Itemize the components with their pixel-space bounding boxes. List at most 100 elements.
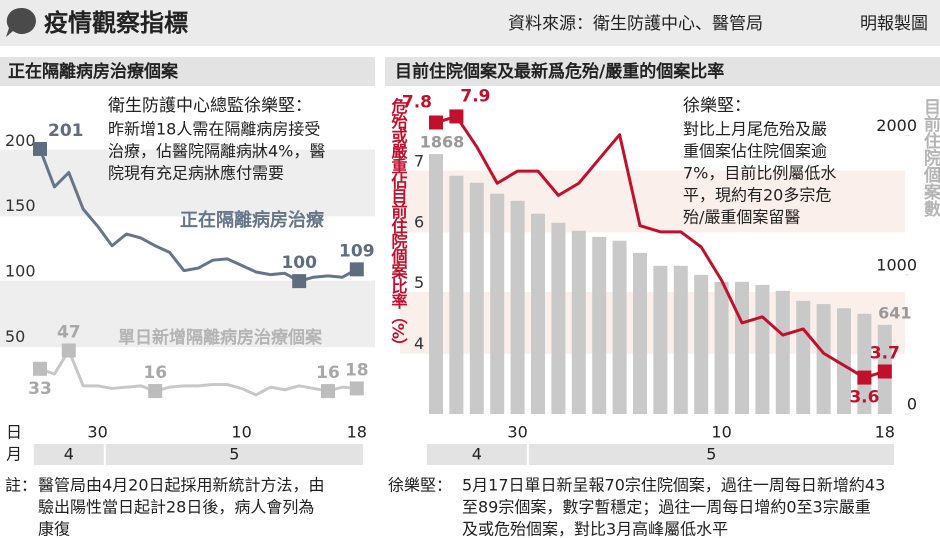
bar <box>490 193 505 414</box>
data-label: 7.9 <box>460 86 490 106</box>
bar <box>551 222 566 414</box>
marker <box>148 384 163 399</box>
series-label: 單日新增隔離病房治療個案 <box>118 327 323 348</box>
marker <box>877 364 892 379</box>
source: 資料來源：衛生防護中心、醫管局 <box>508 14 763 34</box>
bar <box>612 240 627 414</box>
data-label: 47 <box>57 322 81 342</box>
y-tick-label: 6 <box>414 212 424 231</box>
data-label: 3.6 <box>849 388 879 408</box>
annotation-line: 殆/嚴重個案留醫 <box>683 208 800 227</box>
y-tick-label: 100 <box>5 262 36 281</box>
annotation-line: 7%，目前比例屬低水 <box>683 164 836 183</box>
annotation-line: 平，現約有20多宗危 <box>683 186 831 205</box>
bar <box>714 281 729 414</box>
note-line: 康復 <box>38 520 70 538</box>
x-tick-label: 18 <box>347 423 367 442</box>
x-tick-label: 30 <box>507 423 527 442</box>
data-label: 641 <box>878 303 911 322</box>
data-label: 16 <box>316 363 340 383</box>
bar <box>531 213 545 414</box>
x-axis-label: 月 <box>6 445 22 464</box>
marker <box>349 381 364 396</box>
data-label: 1868 <box>420 133 465 152</box>
marker <box>61 343 76 358</box>
data-label: 100 <box>281 253 317 273</box>
bar <box>837 308 851 414</box>
data-label: 3.7 <box>870 343 900 363</box>
bar <box>694 274 709 414</box>
x-axis-label: 日 <box>6 423 22 442</box>
month-bar <box>528 444 894 465</box>
annotation-line: 對比上月尾危殆及嚴 <box>683 120 827 139</box>
band <box>0 150 375 216</box>
bar <box>429 154 443 414</box>
chart-title: 正在隔離病房治療個案 <box>8 61 179 82</box>
x-tick-label: 30 <box>87 423 107 442</box>
marker <box>33 361 47 376</box>
marker <box>33 141 47 156</box>
note-line: 至89宗個案，數字暫穩定；過往一周每日增約0至3宗嚴重 <box>462 498 871 517</box>
note-line: 驗出陽性當日起計28日後，病人會列為 <box>38 498 314 517</box>
y2-axis-label: 目前住院個案數 <box>920 98 940 218</box>
bar <box>857 313 872 414</box>
y2-tick-label: 1000 <box>876 255 917 274</box>
line <box>39 348 357 397</box>
bar <box>735 281 749 414</box>
data-label: 18 <box>345 360 369 380</box>
annotation-line: 重個案佔住院個案逾 <box>683 142 827 161</box>
bar <box>449 175 464 414</box>
y-tick-label: 200 <box>5 131 36 150</box>
data-label: 109 <box>339 241 375 261</box>
credit: 明報製圖 <box>860 14 928 34</box>
month-label: 5 <box>706 445 716 464</box>
note-line: 醫管局由4月20日起採用新統計方法，由 <box>38 476 325 495</box>
x-tick-label: 10 <box>231 423 251 442</box>
page-title: 疫情觀察指標 <box>44 9 188 37</box>
data-label: 33 <box>28 379 52 399</box>
y2-tick-label: 0 <box>907 395 917 414</box>
bar <box>796 300 811 414</box>
bar <box>775 290 790 414</box>
month-label: 4 <box>64 445 74 464</box>
annotation-line: 治療，佔醫院隔離病牀4%，醫 <box>108 142 325 161</box>
month-bar <box>33 444 104 465</box>
panel-header <box>385 57 940 86</box>
panel-header <box>0 57 375 86</box>
month-bar <box>105 444 364 465</box>
bar <box>571 230 586 414</box>
marker <box>429 115 443 130</box>
band <box>400 171 905 232</box>
line <box>435 114 886 380</box>
marker <box>321 384 335 399</box>
annotation-line: 院現有充足病牀應付需要 <box>108 164 284 183</box>
y-tick-label: 50 <box>5 327 25 346</box>
band <box>0 281 375 347</box>
bar <box>755 284 770 414</box>
data-label: 7.8 <box>402 93 432 113</box>
data-label: 201 <box>48 121 84 141</box>
marker <box>349 262 364 277</box>
y-axis-label: 危殆或嚴重佔目前住院個案比率（%） <box>389 97 409 353</box>
bar <box>673 265 688 414</box>
bar <box>633 252 647 414</box>
annotation-line: 昨新增18人需在隔離病房接受 <box>108 120 320 139</box>
x-tick-label: 10 <box>711 423 731 442</box>
header-bar <box>0 0 940 46</box>
bar <box>592 236 607 414</box>
chart-title: 目前住院個案及最新爲危殆/嚴重的個案比率 <box>395 61 724 82</box>
marker <box>857 370 872 385</box>
x-tick-label: 18 <box>875 423 895 442</box>
bar <box>653 265 668 414</box>
month-label: 4 <box>472 445 482 464</box>
note-line: 及或危殆個案，對比3月高峰屬低水平 <box>462 520 728 538</box>
marker <box>292 274 307 289</box>
y-tick-label: 5 <box>414 273 424 292</box>
month-bar <box>426 444 527 465</box>
bar <box>469 182 484 414</box>
y2-tick-label: 2000 <box>876 116 917 135</box>
y-tick-label: 7 <box>414 152 424 171</box>
note-prefix: 徐樂堅： <box>388 476 452 495</box>
